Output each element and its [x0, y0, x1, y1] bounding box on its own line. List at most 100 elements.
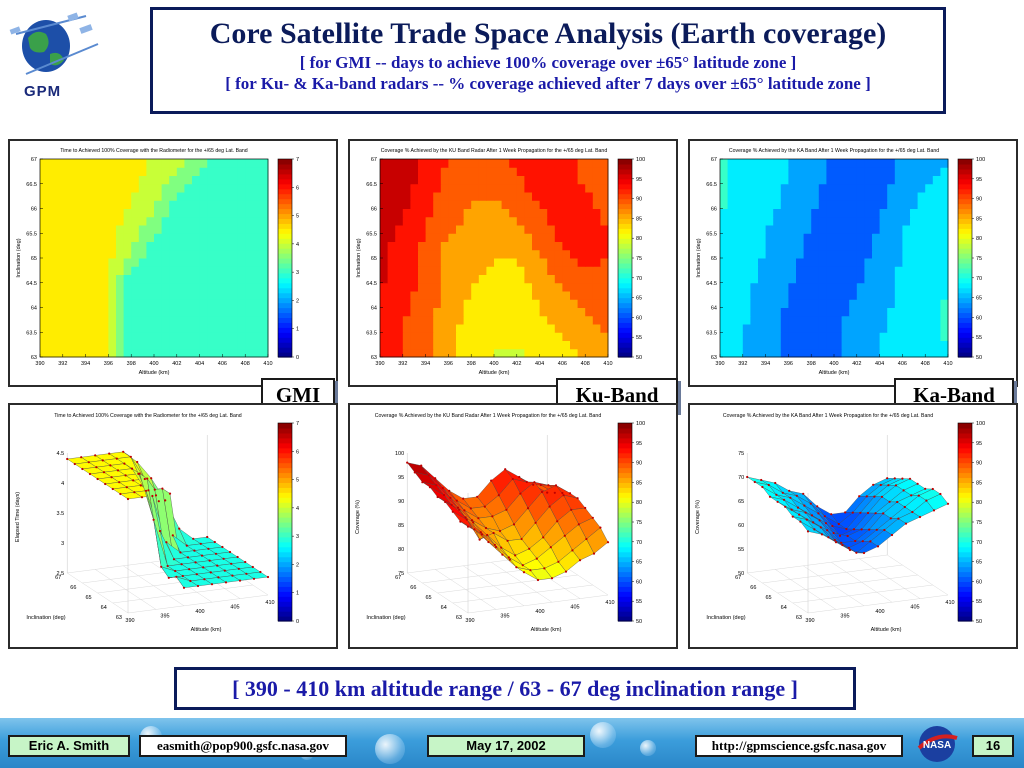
contour-cell: [516, 258, 525, 267]
colorbar-segment: [278, 337, 292, 343]
contour-cell: [395, 307, 404, 317]
colorbar-segment: [958, 262, 972, 269]
colorbar-segment: [618, 208, 632, 215]
contour-cell: [547, 307, 556, 317]
contour-cell: [547, 225, 556, 234]
footer-email[interactable]: easmith@pop900.gsfc.nasa.gov: [139, 735, 347, 757]
contour-cell: [788, 266, 797, 275]
y-tick-label: 64.5: [706, 281, 717, 287]
contour-cell: [720, 315, 729, 325]
surface-point: [852, 528, 856, 531]
contour-cell: [440, 241, 449, 251]
surface-point: [507, 556, 510, 559]
contour-cell: [237, 282, 246, 292]
surface-point: [108, 452, 111, 455]
contour-cell: [116, 258, 125, 267]
contour-cell: [742, 332, 751, 341]
contour-cell: [245, 258, 254, 267]
colorbar-segment: [618, 566, 632, 573]
contour-cell: [742, 315, 751, 325]
contour-cell: [910, 307, 919, 317]
contour-cell: [402, 340, 411, 350]
contour-cell: [245, 241, 254, 251]
contour-cell: [169, 249, 178, 259]
colorbar-tick-label: 1: [296, 591, 299, 597]
contour-cell: [108, 175, 117, 185]
x-axis-label: Altitude (km): [139, 370, 170, 376]
surface-point: [182, 586, 186, 589]
contour-cell: [192, 225, 201, 234]
colorbar-segment: [278, 292, 292, 299]
contour-cell: [539, 216, 548, 226]
surface-point: [897, 517, 900, 520]
contour-cell: [245, 291, 254, 300]
contour-cell: [55, 299, 64, 308]
contour-cell: [849, 175, 858, 185]
contour-cell: [925, 299, 934, 308]
contour-cell: [509, 258, 518, 267]
contour-cell: [100, 167, 109, 176]
contour-cell: [146, 348, 155, 358]
colorbar-segment: [278, 507, 292, 513]
colorbar-segment: [618, 586, 632, 592]
chart-title: Time to Achieved 100% Coverage with the …: [54, 413, 242, 419]
contour-cell: [516, 324, 525, 333]
contour-cell: [486, 299, 495, 308]
surface-point: [761, 485, 764, 489]
contour-cell: [448, 291, 457, 300]
contour-cell: [123, 208, 132, 218]
contour-cell: [40, 241, 49, 251]
contour-cell: [176, 175, 185, 185]
contour-cell: [501, 340, 510, 350]
contour-cell: [932, 274, 941, 284]
contour-cell: [894, 208, 903, 218]
x-tick-label: 398: [807, 361, 816, 367]
surface-point: [189, 579, 192, 583]
contour-cell: [834, 299, 843, 308]
contour-cell: [773, 315, 782, 325]
x-tick-label: 390: [465, 618, 474, 624]
contour-cell: [516, 192, 525, 201]
contour-cell: [184, 225, 193, 234]
contour-cell: [100, 315, 109, 325]
contour-cell: [750, 192, 759, 201]
contour-cell: [539, 192, 548, 201]
contour-cell: [93, 167, 102, 176]
surface-point: [158, 529, 162, 533]
contour-cell: [176, 200, 185, 209]
contour-cell: [380, 258, 389, 267]
contour-cell: [123, 233, 132, 242]
y-tick-label: 65: [31, 256, 37, 262]
contour-cell: [380, 332, 389, 341]
colorbar-segment: [958, 477, 972, 483]
contour-cell: [735, 291, 744, 300]
surface-point: [838, 534, 842, 537]
footer-url[interactable]: http://gpmscience.gsfc.nasa.gov: [695, 735, 903, 757]
contour-cell: [570, 307, 579, 317]
contour-cell: [910, 183, 919, 193]
contour-cell: [471, 299, 480, 308]
contour-cell: [910, 324, 919, 333]
contour-cell: [811, 216, 820, 226]
contour-cell: [387, 167, 396, 176]
colorbar-segment: [278, 492, 292, 498]
contour-cell: [176, 258, 185, 267]
contour-cell: [727, 167, 736, 176]
contour-cell: [448, 241, 457, 251]
contour-cell: [887, 192, 896, 201]
contour-cell: [448, 307, 457, 317]
contour-cell: [720, 307, 729, 317]
contour-cell: [864, 167, 873, 176]
contour-cell: [577, 282, 586, 292]
contour-cell: [758, 233, 767, 242]
contour-cell: [230, 274, 239, 284]
contour-cell: [123, 274, 132, 284]
contour-cell: [826, 266, 835, 275]
colorbar-segment: [618, 223, 632, 229]
contour-cell: [146, 258, 155, 267]
contour-cell: [788, 332, 797, 341]
colorbar-segment: [618, 163, 632, 170]
contour-cell: [803, 241, 812, 251]
contour-cell: [917, 200, 926, 209]
contour-cell: [539, 340, 548, 350]
